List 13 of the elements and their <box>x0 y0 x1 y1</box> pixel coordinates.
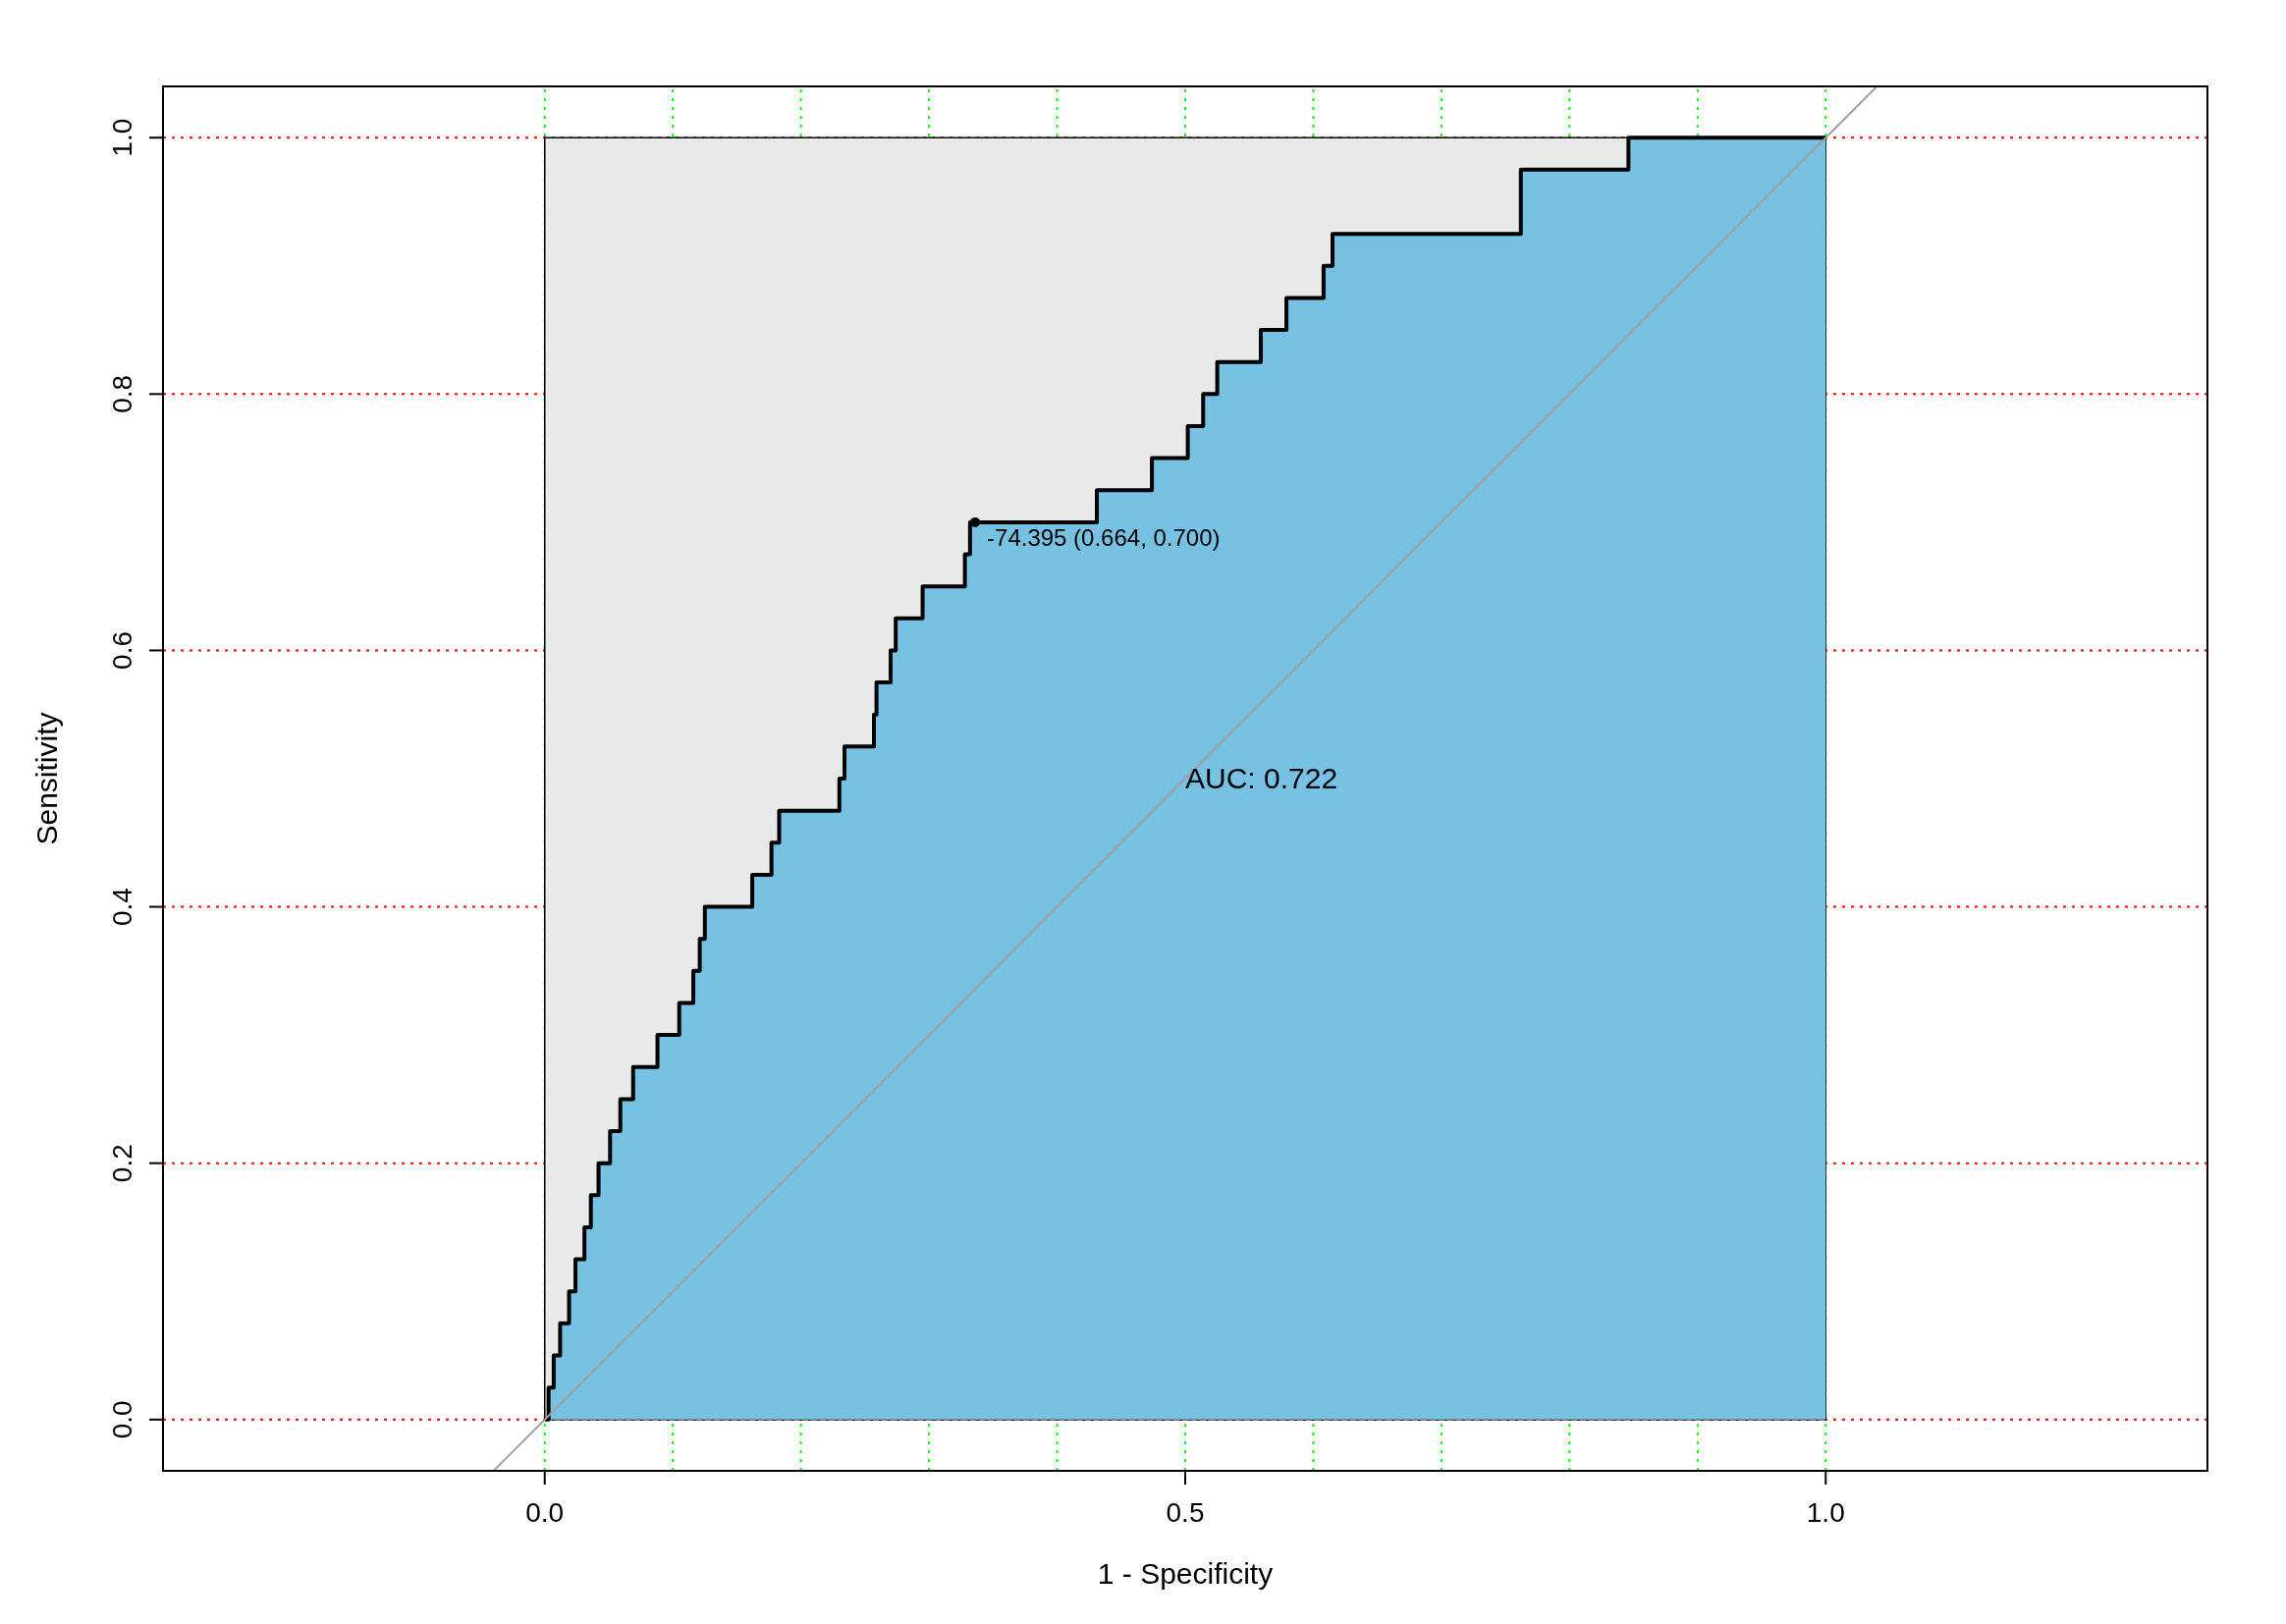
y-tick-label: 0.0 <box>107 1400 137 1439</box>
x-tick-label: 0.0 <box>525 1497 565 1528</box>
x-tick-label: 1.0 <box>1806 1497 1845 1528</box>
y-axis-title: Sensitivity <box>30 712 63 845</box>
annotation: AUC: 0.722 <box>1185 762 1338 794</box>
y-tick-label: 0.6 <box>107 630 137 670</box>
y-tick-label: 0.4 <box>107 888 137 927</box>
annotation: -74.395 (0.664, 0.700) <box>987 523 1221 551</box>
y-tick-label: 1.0 <box>107 118 137 157</box>
x-axis-title: 1 - Specificity <box>1097 1557 1274 1590</box>
y-tick-label: 0.8 <box>107 374 137 413</box>
y-tick-label: 0.2 <box>107 1144 137 1183</box>
x-tick-label: 0.5 <box>1166 1497 1205 1528</box>
